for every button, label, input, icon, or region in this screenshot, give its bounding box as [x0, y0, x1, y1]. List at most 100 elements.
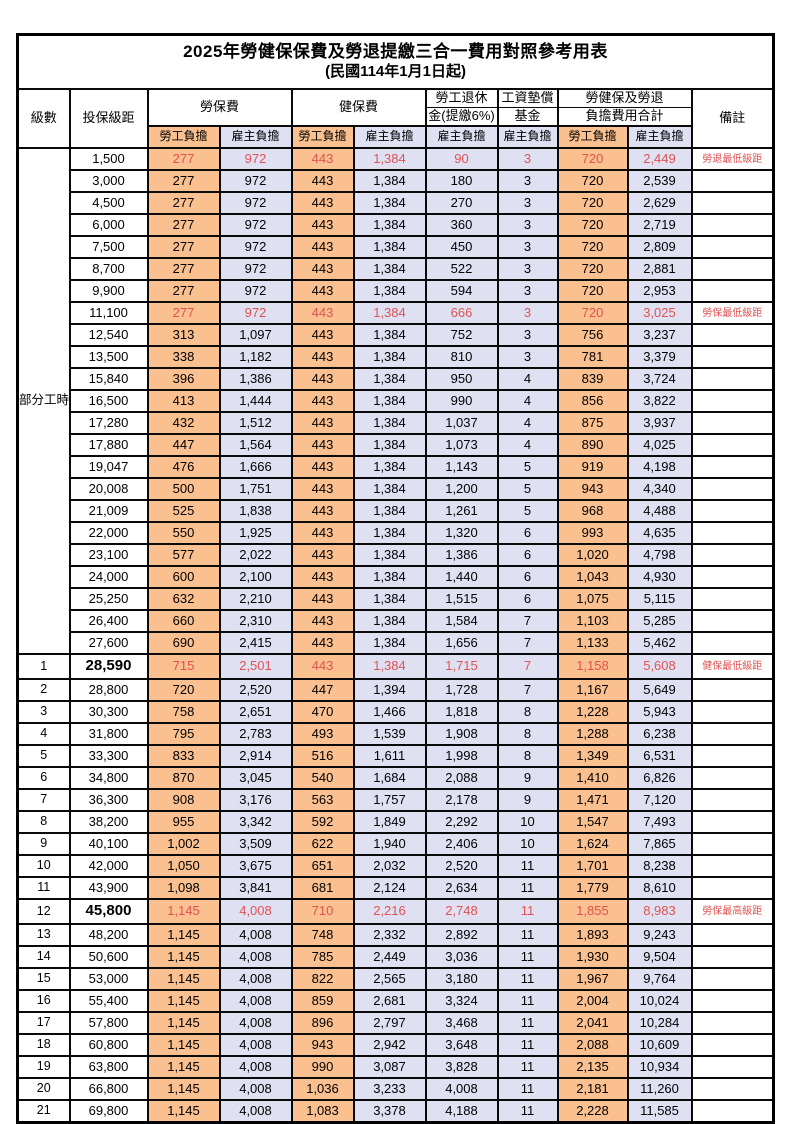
- total-employee-cell: 781: [556, 345, 629, 369]
- health-employer-cell: 2,942: [352, 1033, 427, 1057]
- health-employee-cell: 1,036: [290, 1077, 355, 1101]
- bracket-cell: 17,880: [68, 433, 149, 457]
- pension-employer-cell: 1,037: [424, 411, 499, 435]
- bracket-cell: 8,700: [68, 257, 149, 281]
- remark-cell: [690, 477, 775, 501]
- table-row: 11 43,900 1,098 3,841 681 2,124 2,634 11 1,779 8,…: [16, 876, 775, 900]
- table-row: 5 33,300 833 2,914 516 1,611 1,998 8 1,349 6,531: [16, 744, 775, 768]
- pension-employer-cell: 2,748: [424, 898, 499, 925]
- table-row: 4 31,800 795 2,783 493 1,539 1,908 8 1,288 6,238: [16, 722, 775, 746]
- health-employee-cell: 443: [290, 345, 355, 369]
- labor-employee-cell: 577: [146, 543, 221, 567]
- bracket-cell: 63,800: [68, 1055, 149, 1079]
- health-employer-cell: 1,539: [352, 722, 427, 746]
- total-employee-cell: 720: [556, 147, 629, 171]
- health-employer-cell: 1,384: [352, 565, 427, 589]
- health-employer-cell: 1,384: [352, 301, 427, 325]
- table-row: 27,600 690 2,415 443 1,384 1,656 7 1,133 5,462: [18, 631, 775, 655]
- pension-employer-cell: 1,998: [424, 744, 499, 768]
- health-employer-cell: 2,449: [352, 945, 427, 969]
- level-cell: 6: [16, 766, 71, 790]
- labor-employee-cell: 715: [146, 653, 221, 680]
- remark-cell: [690, 832, 775, 856]
- labor-employee-cell: 600: [146, 565, 221, 589]
- labor-employee-cell: 338: [146, 345, 221, 369]
- header-health-insurance: 健保費: [290, 88, 427, 127]
- health-employer-cell: 1,384: [352, 169, 427, 193]
- total-employer-cell: 9,243: [626, 923, 693, 947]
- pension-employer-cell: 594: [424, 279, 499, 303]
- total-employer-cell: 10,609: [626, 1033, 693, 1057]
- level-cell: 12: [16, 898, 71, 925]
- health-employer-cell: 1,394: [352, 678, 427, 702]
- wage-fund-employer-cell: 3: [496, 169, 559, 193]
- bracket-cell: 40,100: [68, 832, 149, 856]
- remark-cell: [690, 876, 775, 900]
- wage-fund-employer-cell: 3: [496, 257, 559, 281]
- wage-fund-employer-cell: 3: [496, 235, 559, 259]
- header-row-1: 級數 投保級距 勞保費 健保費 勞工退休 工資墊償 勞健保及勞退 備註: [16, 88, 775, 149]
- total-employer-cell: 2,953: [626, 279, 693, 303]
- labor-employer-cell: 2,310: [218, 609, 293, 633]
- table-row: 26,400 660 2,310 443 1,384 1,584 7 1,103 5,285: [18, 609, 775, 633]
- labor-employee-cell: 1,145: [146, 967, 221, 991]
- health-employer-cell: 1,384: [352, 147, 427, 171]
- level-cell: 19: [16, 1055, 71, 1079]
- total-employer-cell: 4,635: [626, 521, 693, 545]
- health-employee-cell: 470: [290, 700, 355, 724]
- labor-employer-cell: 2,210: [218, 587, 293, 611]
- total-employee-cell: 1,855: [556, 898, 629, 925]
- pension-employer-cell: 180: [424, 169, 499, 193]
- labor-employer-cell: 2,520: [218, 678, 293, 702]
- table-row: 20 66,800 1,145 4,008 1,036 3,233 4,008 11 2,181…: [16, 1077, 775, 1101]
- wage-fund-employer-cell: 11: [496, 945, 559, 969]
- level-cell: 11: [16, 876, 71, 900]
- health-employer-cell: 1,384: [352, 521, 427, 545]
- table-row: 12 45,800 1,145 4,008 710 2,216 2,748 11 1,855 8,…: [16, 898, 775, 925]
- health-employer-cell: 1,757: [352, 788, 427, 812]
- labor-employer-cell: 1,512: [218, 411, 293, 435]
- labor-employer-cell: 972: [218, 301, 293, 325]
- health-employee-cell: 443: [290, 543, 355, 567]
- bracket-cell: 25,250: [68, 587, 149, 611]
- wage-fund-employer-cell: 3: [496, 301, 559, 325]
- labor-employee-cell: 476: [146, 455, 221, 479]
- bracket-cell: 33,300: [68, 744, 149, 768]
- pension-employer-cell: 1,261: [424, 499, 499, 523]
- remark-cell: 勞保最高級距: [690, 898, 775, 925]
- level-cell: 15: [16, 967, 71, 991]
- labor-employer-cell: 4,008: [218, 1011, 293, 1035]
- total-employee-cell: 756: [556, 323, 629, 347]
- total-employer-cell: 8,238: [626, 854, 693, 878]
- bracket-cell: 15,840: [68, 367, 149, 391]
- bracket-cell: 12,540: [68, 323, 149, 347]
- bracket-cell: 60,800: [68, 1033, 149, 1057]
- bracket-cell: 57,800: [68, 1011, 149, 1035]
- pension-employer-cell: 2,292: [424, 810, 499, 834]
- pension-employer-cell: 2,892: [424, 923, 499, 947]
- wage-fund-employer-cell: 4: [496, 433, 559, 457]
- total-employee-cell: 720: [556, 191, 629, 215]
- bracket-cell: 30,300: [68, 700, 149, 724]
- remark-cell: [690, 521, 775, 545]
- labor-employee-cell: 720: [146, 678, 221, 702]
- bracket-cell: 31,800: [68, 722, 149, 746]
- labor-employee-cell: 1,145: [146, 1055, 221, 1079]
- wage-fund-employer-cell: 7: [496, 631, 559, 655]
- labor-employee-cell: 432: [146, 411, 221, 435]
- labor-employer-cell: 1,838: [218, 499, 293, 523]
- wage-fund-employer-cell: 3: [496, 345, 559, 369]
- pension-employer-cell: 1,320: [424, 521, 499, 545]
- labor-employer-cell: 1,564: [218, 433, 293, 457]
- labor-employee-cell: 277: [146, 169, 221, 193]
- wage-fund-employer-cell: 3: [496, 323, 559, 347]
- total-employee-cell: 720: [556, 169, 629, 193]
- table-row: 19,047 476 1,666 443 1,384 1,143 5 919 4,198: [18, 455, 775, 479]
- subheader-health-employer: 雇主負擔: [352, 125, 427, 149]
- bracket-cell: 3,000: [68, 169, 149, 193]
- bracket-cell: 9,900: [68, 279, 149, 303]
- total-employee-cell: 890: [556, 433, 629, 457]
- remark-cell: 健保最低級距: [690, 653, 775, 680]
- table-row: 21 69,800 1,145 4,008 1,083 3,378 4,188 11 2,228…: [16, 1099, 775, 1124]
- total-employer-cell: 10,284: [626, 1011, 693, 1035]
